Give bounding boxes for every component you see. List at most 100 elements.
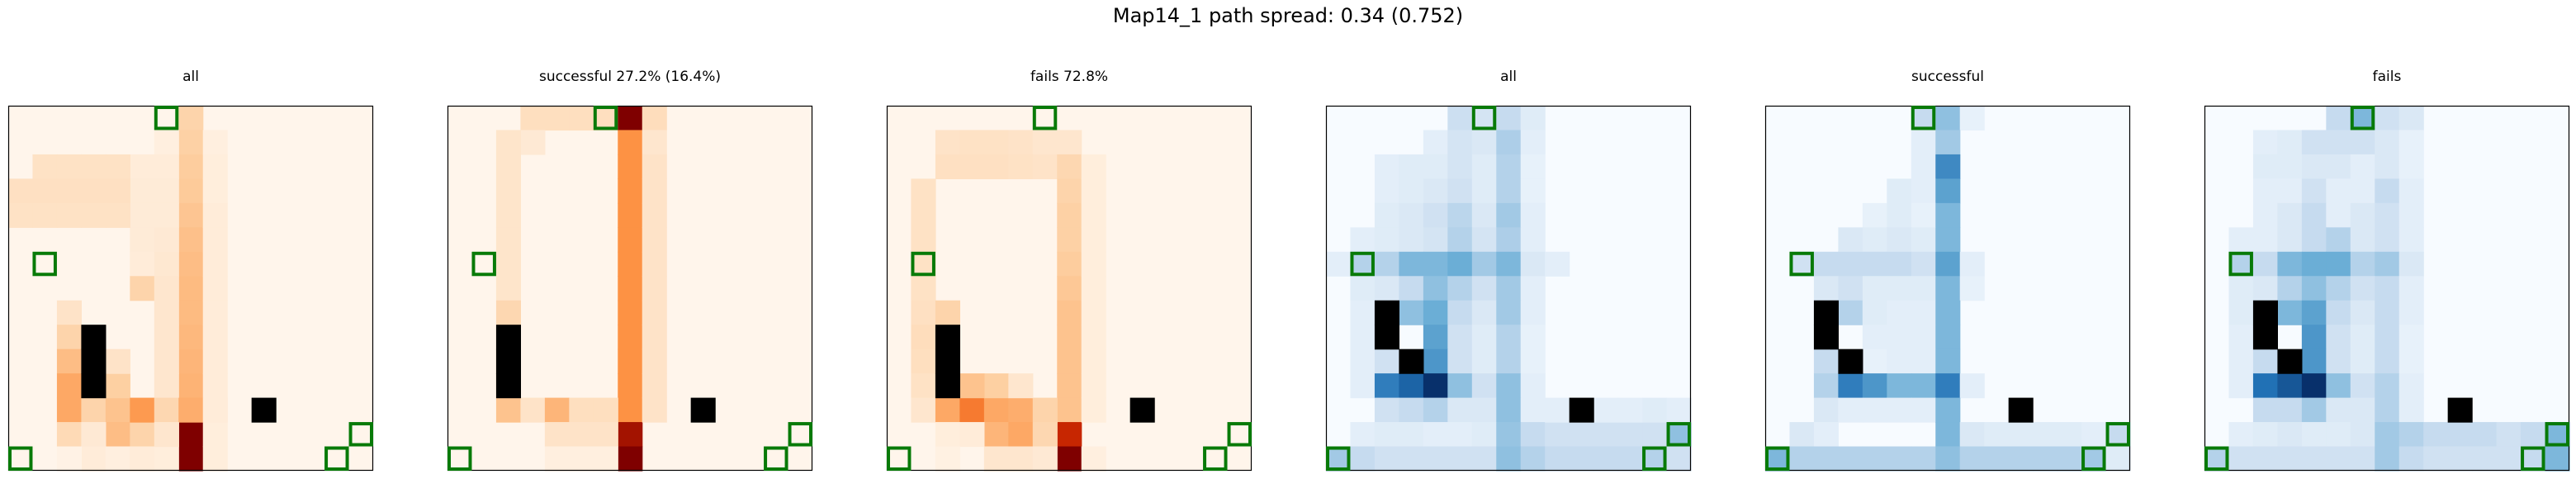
heatmap-cell [1520, 373, 1546, 399]
heatmap-cell [1032, 397, 1058, 423]
heatmap-cell [1520, 397, 1546, 423]
heatmap-cell [2277, 300, 2303, 325]
heatmap-cell [178, 325, 204, 350]
heatmap-cell [56, 154, 82, 179]
heatmap-cell [1935, 325, 1961, 350]
heatmap-cell [1081, 178, 1106, 204]
heatmap-cell [154, 446, 179, 472]
heatmap-cell [130, 276, 155, 301]
heatmap-cell [2375, 106, 2400, 131]
heatmap-cell [2375, 373, 2400, 399]
heatmap-cell [911, 178, 936, 204]
heatmap-cell [2350, 202, 2375, 228]
heatmap-cell [2228, 276, 2254, 301]
heatmap-cell [1423, 178, 1448, 204]
heatmap-cell [1423, 276, 1448, 301]
heatmap-cell [202, 349, 228, 374]
heatmap-cell [2301, 422, 2327, 448]
heatmap-cell [2350, 154, 2375, 179]
heatmap-cell [983, 373, 1009, 399]
heatmap-cell [1496, 202, 1522, 228]
heatmap-cell [1520, 349, 1546, 374]
heatmap-cell [983, 422, 1009, 448]
heatmap-cell [2033, 422, 2058, 448]
heatmap-cell [983, 130, 1009, 155]
heatmap-cell [2350, 251, 2375, 277]
heatmap-cell [1374, 251, 1399, 277]
heatmap-cell [2545, 422, 2570, 448]
heatmap-cell [911, 349, 936, 374]
heatmap-cell [8, 178, 34, 204]
heatmap-cell [1838, 251, 1863, 277]
heatmap-cell [2350, 227, 2375, 253]
heatmap-cell [1911, 178, 1936, 204]
heatmap-cell [1862, 227, 1887, 253]
heatmap-cell [2447, 422, 2473, 448]
heatmap-cell [1911, 276, 1936, 301]
goal-marker [1326, 446, 1351, 471]
heatmap-cell [1959, 276, 1985, 301]
heatmap-cell [911, 397, 936, 423]
wall-cell [690, 397, 716, 423]
panel-frame [1764, 105, 2131, 472]
heatmap-cell [1447, 154, 1473, 179]
heatmap-cell [1057, 251, 1082, 277]
heatmap-cell [2375, 422, 2400, 448]
heatmap-cell [520, 130, 546, 155]
heatmap-cell [178, 227, 204, 253]
heatmap-cell [2277, 227, 2303, 253]
wall-cell [251, 397, 277, 423]
goal-marker [1032, 106, 1058, 130]
heatmap-cell [1789, 251, 1815, 277]
wall-cell [1374, 325, 1399, 350]
heatmap-cell [130, 446, 155, 472]
panel-title: successful [1911, 69, 1984, 85]
heatmap-cell [1642, 422, 1668, 448]
heatmap-cell [1887, 373, 1912, 399]
heatmap-cell [911, 202, 936, 228]
heatmap-cell [1838, 373, 1863, 399]
heatmap-cell [1887, 325, 1912, 350]
heatmap-cell [1081, 154, 1106, 179]
heatmap-cell [1959, 422, 1985, 448]
heatmap-cell [2375, 397, 2400, 423]
heatmap-cell [1423, 251, 1448, 277]
heatmap-cell [2375, 130, 2400, 155]
heatmap-cell [202, 397, 228, 423]
panel-title: fails 72.8% [1030, 69, 1108, 85]
heatmap-cell [2375, 325, 2400, 350]
heatmap-cell [1838, 446, 1863, 472]
goal-marker [1350, 251, 1375, 277]
heatmap-cell [1471, 373, 1497, 399]
heatmap-cell [1520, 251, 1546, 277]
heatmap-cell [544, 446, 570, 472]
heatmap-cell [935, 300, 960, 325]
heatmap-cell [1399, 276, 1424, 301]
heatmap-cell [2252, 178, 2278, 204]
heatmap-cell [935, 397, 960, 423]
heatmap-cell [1008, 446, 1034, 472]
heatmap-cell [81, 397, 107, 423]
heatmap-cell [1569, 446, 1594, 472]
heatmap-cell [1520, 202, 1546, 228]
heatmap-cell [1911, 106, 1936, 131]
heatmap-cell [1813, 397, 1839, 423]
heatmap-cell [1862, 325, 1887, 350]
heatmap-cell [1081, 202, 1106, 228]
heatmap-cell [2277, 276, 2303, 301]
goal-marker [2521, 446, 2545, 471]
heatmap-cell [1617, 397, 1643, 423]
heatmap-cell [1374, 422, 1399, 448]
heatmap-cell [1887, 251, 1912, 277]
heatmap-cell [1350, 349, 1376, 374]
heatmap-cell [1520, 446, 1546, 472]
heatmap-cell [2350, 276, 2375, 301]
heatmap-cell [1642, 397, 1668, 423]
heatmap-cell [2301, 202, 2327, 228]
heatmap-cell [105, 178, 130, 204]
heatmap-cell [495, 276, 521, 301]
heatmap-cell [618, 154, 643, 179]
heatmap-cell [105, 397, 130, 423]
goal-marker [2204, 446, 2229, 471]
heatmap-cell [495, 178, 521, 204]
